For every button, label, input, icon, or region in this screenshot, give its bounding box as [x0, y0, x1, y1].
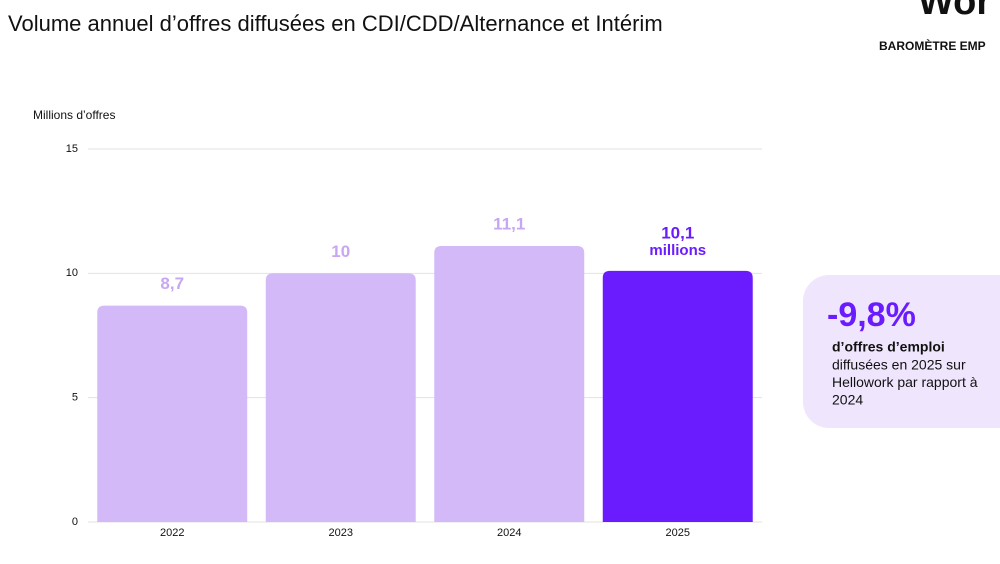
x-tick-label: 2024 — [497, 527, 521, 539]
value-label: 8,7 — [160, 274, 184, 293]
value-unit-label: millions — [649, 242, 706, 259]
x-tick-label: 2025 — [666, 527, 690, 539]
y-tick-label: 15 — [66, 143, 78, 155]
value-label: 10 — [331, 242, 350, 261]
brand-subtitle: BAROMÈTRE EMP — [879, 38, 986, 53]
callout-box — [803, 275, 1000, 428]
callout-value: -9,8% — [827, 296, 916, 334]
brand-logo: Wor — [918, 0, 991, 23]
y-axis-label: Millions d’offres — [33, 108, 115, 122]
value-label: 11,1 — [493, 214, 525, 233]
callout-bold: d’offres d’emploi — [832, 339, 945, 355]
x-tick-label: 2022 — [160, 527, 184, 539]
callout-text: 2024 — [832, 392, 863, 408]
y-tick-label: 0 — [72, 516, 78, 528]
y-tick-label: 5 — [72, 392, 78, 404]
callout-text: diffusées en 2025 sur — [832, 357, 966, 373]
y-tick-label: 10 — [66, 267, 78, 279]
callout-text: Hellowork par rapport à — [832, 374, 978, 390]
bar — [97, 305, 248, 522]
x-tick-label: 2023 — [329, 527, 353, 539]
bar — [265, 273, 416, 522]
bar — [602, 270, 753, 522]
chart-title: Volume annuel d’offres diffusées en CDI/… — [8, 11, 663, 36]
value-label: 10,1 — [661, 223, 694, 242]
bar — [434, 245, 585, 523]
